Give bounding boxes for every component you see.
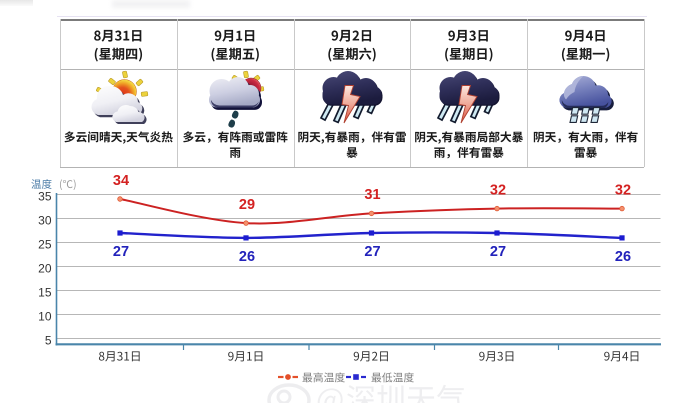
svg-text:27: 27 — [490, 244, 506, 260]
svg-text:15: 15 — [38, 285, 52, 299]
svg-text:34: 34 — [113, 173, 129, 189]
svg-text:26: 26 — [615, 249, 631, 265]
svg-text:26: 26 — [239, 249, 255, 265]
svg-text:27: 27 — [364, 244, 380, 260]
svg-text:35: 35 — [38, 189, 52, 203]
svg-text:32: 32 — [490, 182, 506, 198]
svg-text:27: 27 — [113, 244, 129, 260]
svg-text:20: 20 — [38, 261, 52, 275]
svg-text:29: 29 — [239, 197, 255, 213]
svg-text:25: 25 — [38, 237, 52, 251]
svg-text:5: 5 — [45, 333, 52, 347]
svg-text:32: 32 — [615, 182, 631, 198]
svg-text:10: 10 — [38, 309, 52, 323]
svg-text:30: 30 — [38, 213, 52, 227]
svg-text:31: 31 — [364, 187, 380, 203]
